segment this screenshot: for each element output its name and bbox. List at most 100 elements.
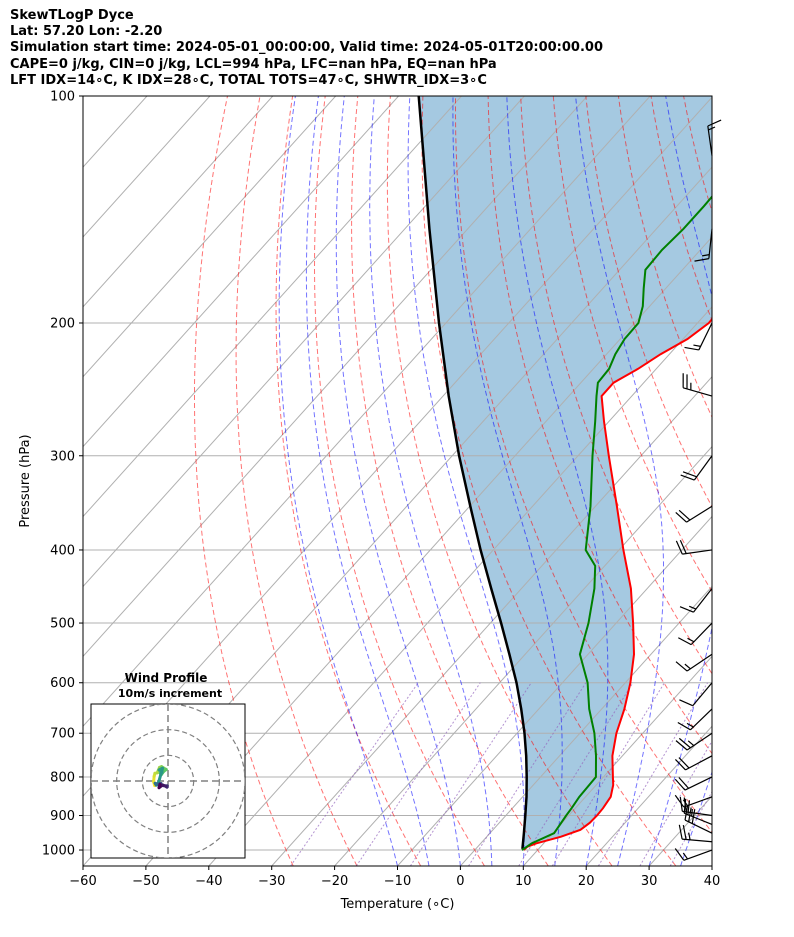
wind-barb (679, 588, 713, 613)
mixing-ratio-2 (409, 682, 532, 866)
barb-staff (690, 708, 713, 731)
chart-title: SkewTLogP Dyce (10, 8, 134, 23)
wind-barbs (674, 119, 722, 861)
x-tick-label: −30 (258, 874, 285, 889)
hodograph-segment (156, 766, 165, 786)
isotherm--30 (271, 376, 712, 866)
y-tick-label: 1000 (42, 844, 75, 859)
barb-half-flag (682, 799, 689, 807)
barb-half-flag (702, 254, 710, 257)
barb-half-flag (687, 637, 695, 643)
y-tick-label: 500 (50, 617, 75, 632)
barb-flag (675, 511, 687, 523)
barb-flag (683, 797, 687, 812)
barb-staff (692, 682, 713, 707)
wind-barb (674, 848, 713, 861)
wind-barb (674, 776, 713, 791)
barb-flag (678, 509, 691, 521)
wind-barb (707, 119, 722, 156)
dry-adiabat-80 (585, 96, 712, 508)
isotherm--40 (208, 306, 712, 866)
axes-layer: −60 −50 −40 −30 −20 −10 0 10 20 30 40 1000 900 800 700… (42, 90, 720, 890)
wind-barb (675, 732, 713, 751)
barb-staff (693, 588, 713, 613)
barb-staff (693, 455, 713, 481)
wind-barb (674, 755, 713, 771)
barb-staff (690, 622, 713, 646)
barb-flag (674, 794, 685, 808)
location-line: Lat: 57.20 Lon: -2.20 (10, 24, 163, 40)
barb-staff (684, 776, 713, 791)
x-tick-label: −40 (195, 874, 222, 889)
hodograph-segment (157, 782, 162, 790)
y-tick-label: 800 (50, 770, 75, 785)
y-tick-label: 700 (50, 727, 75, 742)
wind-barb (677, 708, 713, 731)
barb-flag (675, 661, 688, 672)
isotherm--80 (83, 96, 651, 727)
moist-adiabat-25 (575, 96, 664, 866)
dry-adiabat-130 (749, 96, 794, 866)
cape-line: CAPE=0 j/kg, CIN=0 j/kg, LCL=994 hPa, LF… (10, 56, 497, 72)
dry-adiabat--20 (235, 96, 358, 866)
dewpoint-line (521, 195, 712, 851)
wind-barb (682, 373, 713, 397)
barb-half-flag (708, 126, 716, 131)
dry-adiabat--10 (275, 96, 422, 866)
temperature-line (523, 317, 712, 851)
wind-barb (684, 322, 713, 351)
x-axis-label: Temperature (∘C) (340, 897, 455, 912)
barb-flag (679, 606, 694, 613)
barb-staff (708, 228, 713, 259)
barb-flag (674, 759, 686, 771)
isotherm--20 (334, 445, 712, 866)
isotherm-20 (585, 725, 712, 866)
y-tick-label: 600 (50, 676, 75, 691)
dry-adiabat-120 (716, 96, 794, 866)
wind-barb (684, 805, 713, 834)
barb-flag (674, 848, 685, 861)
isotherm--10 (397, 515, 712, 866)
title-block: SkewTLogP Dyce Lat: 57.20 Lon: -2.20 Sim… (10, 8, 790, 89)
isotherm--50 (145, 236, 712, 866)
barb-flag (675, 740, 688, 751)
hodograph-plot (91, 704, 245, 858)
barb-flag (674, 778, 686, 791)
cape-cin-shading (418, 96, 712, 850)
wind-barb (680, 455, 713, 481)
moist-adiabat-20 (506, 96, 609, 866)
dry-adiabat-60 (520, 96, 712, 675)
isotherm--90 (83, 96, 588, 658)
isotherm--140 (83, 96, 274, 308)
x-tick-label: 10 (515, 874, 532, 889)
barb-flag (679, 699, 693, 707)
moist-adiabat-30 (648, 96, 712, 866)
isotherm--100 (83, 96, 525, 588)
dry-adiabat-90 (617, 96, 712, 419)
barb-half-flag (686, 722, 694, 728)
x-tick-label: −60 (69, 874, 96, 889)
barb-staff (683, 796, 713, 808)
barb-half-flag (684, 663, 691, 670)
mixing-ratio-1 (355, 682, 481, 866)
barb-flag (688, 807, 692, 822)
mixing-ratio-0.4 (290, 682, 419, 866)
barb-staff (683, 812, 713, 826)
y-tick-label: 400 (50, 543, 75, 558)
barb-staff (682, 838, 713, 843)
barb-flag (678, 777, 690, 789)
wind-barb (675, 505, 713, 523)
dry-adiabat-10 (351, 96, 549, 866)
wind-barb (678, 622, 713, 646)
barb-flag (684, 805, 689, 821)
barb-flag (678, 824, 683, 840)
barb-staff (682, 549, 713, 555)
barb-flag (675, 540, 683, 555)
barb-staff (698, 322, 713, 351)
barb-half-flag (689, 605, 697, 610)
barb-flag (682, 825, 687, 840)
barb-staff (683, 849, 713, 861)
barb-flag (678, 737, 691, 749)
barb-staff (707, 125, 713, 156)
